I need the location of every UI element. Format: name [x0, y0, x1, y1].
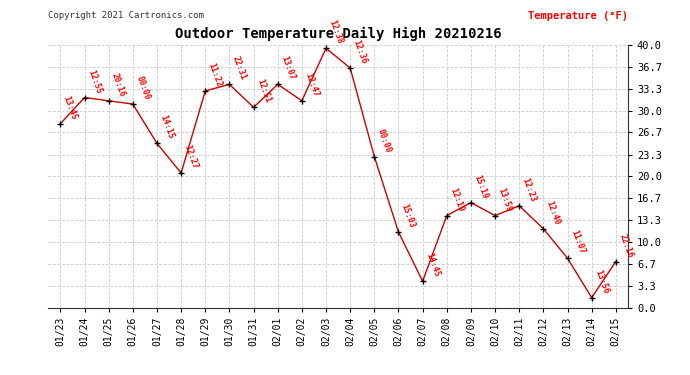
Text: 13:56: 13:56 [593, 268, 610, 295]
Text: 12:27: 12:27 [183, 144, 199, 170]
Text: 12:51: 12:51 [255, 78, 272, 105]
Text: 12:19: 12:19 [448, 186, 465, 213]
Text: 15:03: 15:03 [400, 202, 417, 229]
Text: 14:15: 14:15 [159, 114, 175, 141]
Text: 13:59: 13:59 [497, 186, 513, 213]
Text: 13:45: 13:45 [62, 94, 79, 121]
Title: Outdoor Temperature Daily High 20210216: Outdoor Temperature Daily High 20210216 [175, 27, 502, 41]
Text: 12:36: 12:36 [352, 39, 368, 65]
Text: 13:07: 13:07 [279, 55, 296, 82]
Text: Copyright 2021 Cartronics.com: Copyright 2021 Cartronics.com [48, 11, 204, 20]
Text: 12:47: 12:47 [304, 71, 320, 98]
Text: 11:07: 11:07 [569, 229, 586, 255]
Text: 20:16: 20:16 [110, 71, 127, 98]
Text: 12:38: 12:38 [328, 19, 344, 45]
Text: 12:55: 12:55 [86, 68, 103, 95]
Text: 11:22: 11:22 [207, 62, 224, 88]
Text: 15:19: 15:19 [473, 173, 489, 200]
Text: 14:45: 14:45 [424, 252, 441, 279]
Text: Temperature (°F): Temperature (°F) [528, 11, 628, 21]
Text: 22:16: 22:16 [618, 232, 634, 259]
Text: 12:23: 12:23 [521, 176, 538, 203]
Text: 00:00: 00:00 [135, 75, 151, 101]
Text: 00:00: 00:00 [376, 127, 393, 154]
Text: 22:31: 22:31 [231, 55, 248, 82]
Text: 12:40: 12:40 [545, 200, 562, 226]
